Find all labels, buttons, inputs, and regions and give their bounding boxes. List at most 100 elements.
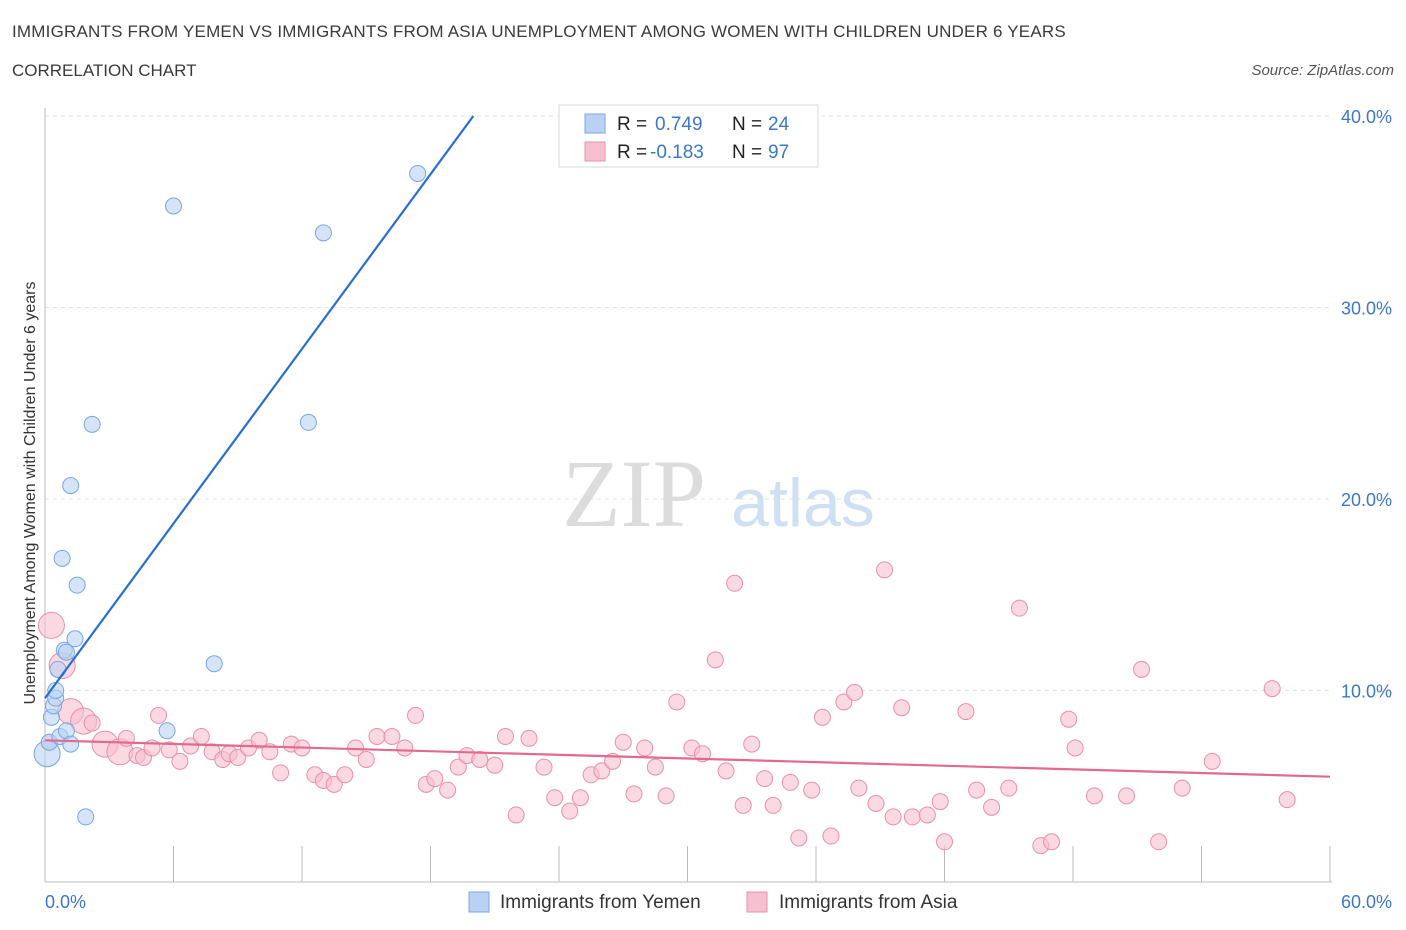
asia-point	[229, 749, 247, 767]
asia-point	[383, 727, 401, 745]
asia-point	[396, 739, 414, 757]
grid-lines	[45, 115, 1330, 691]
asia-point	[535, 758, 553, 776]
yemen-point	[205, 655, 223, 673]
asia-point	[250, 731, 268, 749]
asia-point	[668, 693, 686, 711]
yemen-point	[409, 164, 427, 182]
yemen-point	[165, 197, 182, 215]
n-value-asia: 97	[768, 142, 789, 163]
asia-point	[171, 752, 189, 770]
watermark-atlas: atlas	[731, 465, 875, 541]
asia-point	[1060, 710, 1078, 728]
asia-point	[571, 789, 589, 807]
r-label: R =	[617, 142, 647, 163]
y-tick-label: 30.0%	[1341, 299, 1392, 319]
asia-point	[439, 781, 457, 799]
legend-label-asia: Immigrants from Asia	[779, 892, 958, 913]
asia-point	[150, 706, 168, 724]
stats-legend: R = 0.749 N = 24 R = -0.183 N = 97	[558, 104, 819, 168]
yemen-point	[314, 224, 332, 242]
asia-point	[957, 703, 975, 721]
asia-point	[1263, 680, 1281, 698]
chart-subtitle: CORRELATION CHART	[12, 61, 197, 80]
yemen-point	[158, 722, 176, 740]
asia-point	[803, 781, 821, 799]
asia-point	[983, 798, 1001, 816]
asia-point	[884, 808, 902, 826]
asia-point	[1043, 833, 1061, 851]
asia-point	[561, 802, 579, 820]
asia-point	[520, 729, 538, 747]
asia-point	[37, 611, 65, 639]
asia-point	[272, 764, 290, 782]
asia-point	[936, 833, 953, 851]
asia-point	[918, 806, 936, 824]
asia-point	[903, 808, 921, 826]
asia-point	[1150, 833, 1168, 851]
asia-point	[781, 773, 799, 791]
x-tick-label: 0.0%	[45, 892, 86, 912]
asia-point	[1085, 787, 1103, 805]
x-tick-labels: 0.0% 60.0%	[45, 892, 1392, 912]
y-tick-labels: 10.0% 20.0% 30.0% 40.0%	[1341, 107, 1392, 702]
r-value-yemen: 0.749	[655, 114, 703, 135]
asia-point	[357, 750, 375, 768]
asia-point	[790, 829, 808, 847]
asia-point	[646, 758, 664, 776]
watermark-zip: ZIP	[562, 440, 706, 547]
asia-point	[835, 693, 853, 711]
r-value-asia: -0.183	[650, 142, 704, 163]
y-tick-label: 10.0%	[1341, 682, 1392, 702]
asia-point	[1173, 779, 1191, 797]
yemen-point	[83, 415, 101, 433]
y-tick-label: 40.0%	[1341, 107, 1392, 127]
asia-point	[764, 796, 782, 814]
yemen-point	[68, 576, 86, 594]
axes	[44, 108, 1332, 883]
asia-point	[336, 766, 354, 784]
asia-point	[449, 758, 467, 776]
asia-point	[426, 770, 444, 788]
asia-point	[1010, 599, 1028, 617]
legend-swatch-asia	[746, 891, 768, 913]
asia-point	[625, 785, 643, 803]
asia-point	[614, 733, 632, 751]
yemen-point	[62, 477, 80, 495]
asia-swatch	[584, 141, 606, 162]
series-legend: Immigrants from Yemen Immigrants from As…	[468, 891, 958, 913]
yemen-point	[49, 660, 67, 678]
asia-point	[850, 779, 868, 797]
asia-point	[743, 735, 761, 753]
asia-point	[636, 739, 654, 757]
asia-point	[876, 561, 894, 579]
asia-trend-line	[44, 739, 1331, 778]
yemen-point	[66, 630, 84, 648]
trend-lines	[44, 115, 1331, 778]
asia-point	[931, 793, 949, 811]
yemen-trend-line	[44, 115, 475, 699]
asia-point	[822, 827, 840, 845]
legend-label-yemen: Immigrants from Yemen	[500, 892, 701, 913]
yemen-point	[77, 808, 95, 826]
asia-point	[756, 770, 774, 788]
yemen-point	[62, 735, 80, 753]
asia-point	[1066, 739, 1084, 757]
y-axis-label: Unemployment Among Women with Children U…	[22, 281, 39, 704]
asia-point	[717, 762, 735, 780]
asia-point	[486, 756, 504, 774]
x-tick-label: 60.0%	[1341, 892, 1392, 912]
asia-point	[117, 729, 135, 747]
asia-point	[507, 806, 525, 824]
n-label: N =	[732, 142, 762, 163]
asia-point	[496, 727, 514, 745]
asia-point	[83, 714, 101, 732]
n-value-yemen: 24	[768, 114, 790, 135]
asia-point	[706, 651, 724, 669]
asia-point	[407, 706, 425, 724]
asia-point	[1000, 779, 1018, 797]
asia-point	[734, 796, 752, 814]
y-tick-label: 20.0%	[1341, 490, 1392, 510]
asia-point	[471, 750, 489, 768]
